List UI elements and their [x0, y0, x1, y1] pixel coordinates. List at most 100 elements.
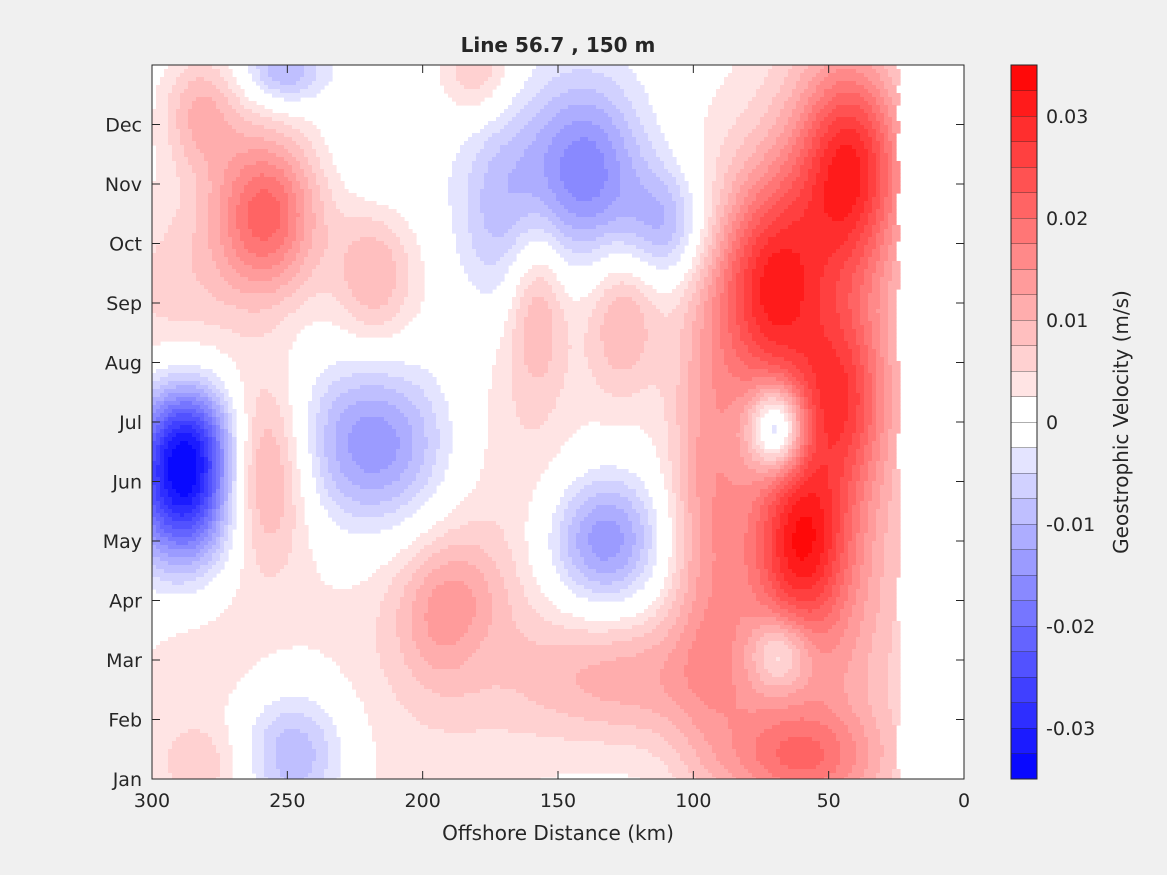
- contour-cell: [876, 393, 885, 398]
- contour-cell: [892, 401, 901, 406]
- contour-cell: [228, 445, 233, 450]
- contour-cell: [848, 553, 857, 558]
- contour-cell: [228, 473, 233, 478]
- contour-cell: [872, 377, 877, 382]
- contour-cell: [848, 305, 861, 310]
- contour-cell: [296, 221, 305, 226]
- contour-cell: [712, 197, 721, 202]
- contour-cell: [752, 129, 769, 134]
- contour-cell: [688, 269, 697, 274]
- contour-cell: [208, 489, 213, 494]
- contour-cell: [284, 469, 293, 474]
- contour-cell: [748, 105, 769, 110]
- contour-cell: [164, 457, 169, 462]
- contour-cell: [272, 117, 305, 122]
- contour-cell: [572, 193, 601, 198]
- contour-cell: [152, 337, 297, 342]
- contour-cell: [516, 133, 537, 138]
- contour-cell: [792, 453, 797, 458]
- contour-cell: [764, 333, 825, 338]
- contour-cell: [728, 253, 737, 258]
- contour-cell: [244, 401, 257, 406]
- contour-cell: [312, 269, 345, 274]
- contour-cell: [676, 405, 689, 410]
- contour-cell: [164, 69, 185, 74]
- contour-cell: [596, 301, 613, 306]
- contour-cell: [208, 193, 221, 198]
- contour-cell: [752, 281, 761, 286]
- contour-cell: [792, 441, 797, 446]
- contour-cell: [524, 105, 545, 110]
- contour-cell: [600, 245, 637, 250]
- contour-cell: [212, 437, 217, 442]
- contour-cell: [764, 549, 773, 554]
- contour-cell: [288, 445, 297, 450]
- contour-cell: [240, 233, 253, 238]
- contour-cell: [868, 117, 877, 122]
- contour-cell: [752, 453, 761, 458]
- contour-cell: [884, 229, 893, 234]
- contour-cell: [220, 513, 225, 518]
- contour-cell: [888, 285, 901, 290]
- contour-cell: [816, 417, 825, 422]
- contour-cell: [168, 125, 177, 130]
- contour-cell: [636, 233, 673, 238]
- contour-cell: [500, 337, 513, 342]
- contour-cell: [640, 117, 657, 122]
- contour-cell: [324, 505, 341, 510]
- contour-cell: [836, 281, 853, 286]
- contour-cell: [512, 353, 525, 358]
- contour-cell: [852, 205, 865, 210]
- contour-cell: [704, 125, 733, 130]
- contour-cell: [872, 149, 881, 154]
- contour-cell: [724, 353, 737, 358]
- contour-cell: [196, 385, 209, 390]
- contour-cell: [288, 229, 297, 234]
- contour-cell: [708, 289, 717, 294]
- contour-cell: [516, 321, 525, 326]
- contour-cell: [564, 205, 609, 210]
- contour-cell: [176, 117, 189, 122]
- contour-cell: [448, 189, 469, 194]
- contour-cell: [316, 265, 345, 270]
- contour-cell: [248, 181, 281, 186]
- contour-cell: [304, 197, 313, 202]
- contour-cell: [784, 533, 793, 538]
- contour-cell: [408, 501, 425, 506]
- contour-cell: [208, 225, 221, 230]
- contour-cell: [776, 397, 785, 402]
- contour-cell: [892, 205, 897, 210]
- contour-cell: [868, 149, 873, 154]
- contour-cell: [568, 329, 589, 334]
- contour-cell: [888, 521, 901, 526]
- contour-cell: [528, 313, 553, 318]
- contour-cell: [232, 497, 237, 502]
- contour-cell: [784, 417, 789, 422]
- contour-cell: [728, 285, 737, 290]
- contour-cell: [800, 149, 809, 154]
- contour-cell: [604, 129, 621, 134]
- contour-cell: [228, 85, 241, 90]
- contour-cell: [476, 153, 497, 158]
- contour-cell: [860, 357, 869, 362]
- contour-cell: [244, 561, 257, 566]
- contour-cell: [228, 121, 253, 126]
- contour-cell: [744, 341, 757, 346]
- contour-cell: [576, 197, 593, 202]
- contour-cell: [676, 213, 685, 218]
- contour-cell: [320, 457, 329, 462]
- contour-cell: [780, 409, 785, 414]
- contour-cell: [812, 193, 825, 198]
- contour-cell: [864, 425, 869, 430]
- contour-cell: [724, 257, 729, 262]
- contour-cell: [792, 201, 809, 206]
- contour-cell: [156, 493, 161, 498]
- contour-cell: [552, 349, 569, 354]
- contour-cell: [888, 137, 897, 142]
- contour-cell: [696, 437, 741, 442]
- contour-cell: [712, 525, 749, 530]
- contour-cell: [228, 209, 237, 214]
- contour-cell: [496, 357, 513, 362]
- contour-cell: [852, 285, 861, 290]
- contour-cell: [776, 513, 781, 518]
